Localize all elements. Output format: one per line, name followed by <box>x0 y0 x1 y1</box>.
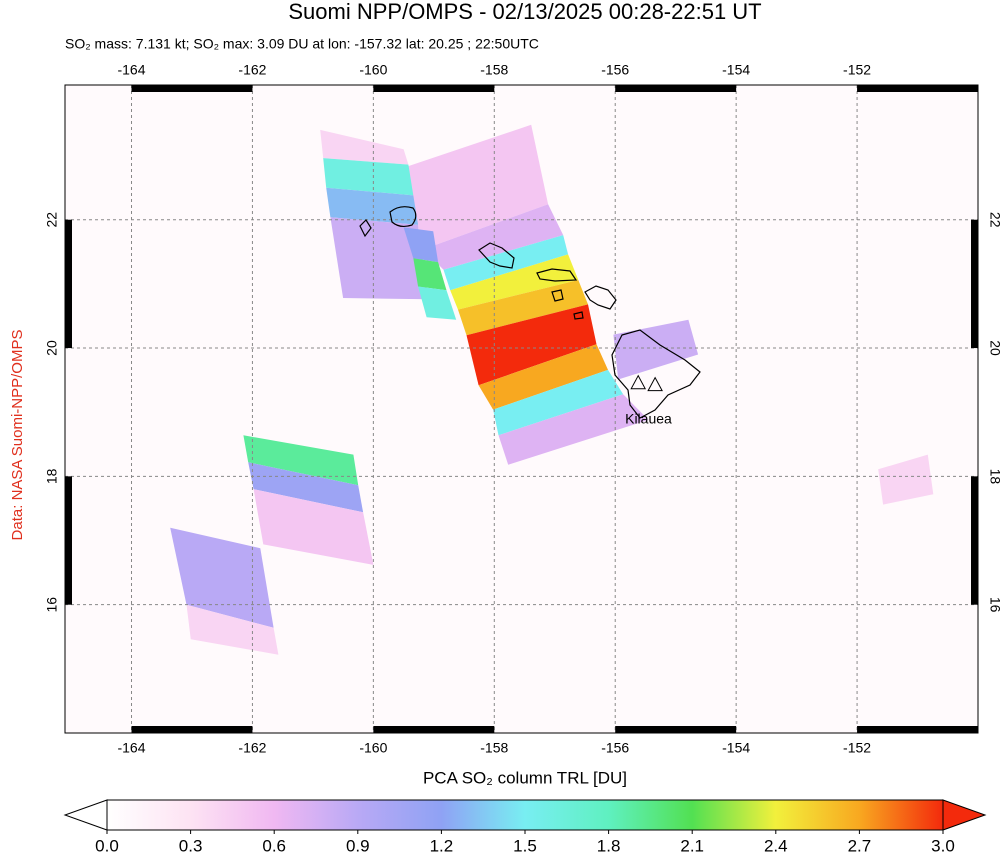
frame-bar <box>131 726 253 733</box>
colorbar-extend <box>63 799 108 831</box>
island <box>478 242 515 269</box>
so2-layer <box>170 124 934 655</box>
colorbar-tick-label: 1.5 <box>513 836 537 855</box>
frame-bar <box>857 85 978 92</box>
colorbar-tick-label: 0.6 <box>262 836 286 855</box>
so2-cell <box>458 280 588 336</box>
so2-cell <box>326 187 419 225</box>
y-tick-label: 16 <box>987 597 1003 613</box>
title: Suomi NPP/OMPS - 02/13/2025 00:28-22:51 … <box>288 0 761 24</box>
y-tick-label: 22 <box>44 212 60 228</box>
y-tick-label: 16 <box>44 597 60 613</box>
so2-cell <box>243 435 359 486</box>
frame-bar <box>615 85 737 92</box>
colorbar-tick-label: 2.7 <box>848 836 872 855</box>
x-tick-label: -152 <box>843 62 871 78</box>
so2-cell <box>170 527 274 628</box>
x-tick-label: -158 <box>480 740 508 756</box>
colorbar-tick-label: 0.3 <box>179 836 203 855</box>
frame-bar <box>971 219 978 349</box>
x-tick-label: -160 <box>359 740 387 756</box>
island <box>359 219 372 238</box>
so2-cell <box>323 158 414 196</box>
y-tick-label: 22 <box>987 212 1003 228</box>
island <box>536 268 578 282</box>
so2-cell <box>405 124 549 250</box>
x-tick-label: -160 <box>359 62 387 78</box>
map-frame <box>64 84 979 734</box>
so2-cell <box>248 462 364 513</box>
island <box>389 206 417 228</box>
colorbar-tick-label: 2.1 <box>680 836 704 855</box>
so2-cell <box>413 258 447 291</box>
so2-cell <box>498 394 649 465</box>
x-tick-label: -164 <box>117 740 145 756</box>
so2-cell <box>478 344 608 410</box>
y-tick-label: 20 <box>987 340 1003 356</box>
volcano-marker <box>630 374 647 390</box>
annotation: Kilauea <box>625 411 672 427</box>
side-note: Data: NASA Suomi-NPP/OMPS <box>9 330 26 541</box>
x-tick-label: -162 <box>238 62 266 78</box>
y-tick-label: 18 <box>44 468 60 484</box>
colorbar-tick-label: 0.0 <box>95 836 119 855</box>
so2-cell <box>613 319 699 380</box>
x-tick-label: -164 <box>117 62 145 78</box>
islands <box>359 206 701 419</box>
frame-bar <box>373 726 495 733</box>
frame-bar <box>857 726 978 733</box>
frame-bar <box>971 476 978 605</box>
frame-bar <box>65 219 72 349</box>
frame-bar <box>65 476 72 605</box>
grid <box>65 85 978 733</box>
so2-cell <box>450 254 579 310</box>
colorbar: 0.0 0.3 0.6 0.9 1.2 1.5 1.8 2.1 2.4 2.7 3.0 <box>63 799 987 855</box>
so2-cell <box>418 286 457 320</box>
so2-cell <box>493 369 624 436</box>
so2-cell <box>443 235 569 291</box>
x-tick-label: -156 <box>601 62 629 78</box>
subtitle: SO₂ mass: 7.131 kt; SO₂ max: 3.09 DU at … <box>65 36 539 52</box>
so2-cell <box>878 454 934 505</box>
colorbar-tick-label: 2.4 <box>764 836 788 855</box>
colorbar-tick-label: 3.0 <box>931 836 955 855</box>
colorbar-label: PCA SO₂ column TRL [DU] <box>423 768 627 787</box>
colorbar-tick-label: 1.8 <box>597 836 621 855</box>
island <box>573 311 584 320</box>
so2-cell <box>330 217 429 300</box>
frame-bar <box>615 726 737 733</box>
y-tick-label: 20 <box>44 340 60 356</box>
y-tick-label: 18 <box>987 469 1003 485</box>
colorbar-ramp <box>106 799 944 831</box>
volcano-marker <box>647 376 663 392</box>
so2-cell <box>403 227 439 263</box>
so2-cell <box>466 304 597 386</box>
frame-bar <box>131 85 253 92</box>
x-tick-label: -154 <box>722 740 750 756</box>
island <box>551 289 564 302</box>
frame-border <box>64 84 979 734</box>
x-tick-label: -154 <box>722 62 750 78</box>
x-tick-label: -156 <box>601 740 629 756</box>
so2-cell <box>253 489 374 565</box>
colorbar-extend <box>942 799 987 831</box>
x-tick-label: -158 <box>480 62 508 78</box>
so2-cell <box>423 204 564 270</box>
colorbar-tick-label: 1.2 <box>430 836 454 855</box>
island <box>611 329 701 419</box>
x-tick-label: -152 <box>843 740 871 756</box>
island <box>584 285 617 310</box>
frame-bar <box>373 85 495 92</box>
map-annotations: Kilauea <box>625 374 672 427</box>
so2-cell <box>320 129 409 165</box>
colorbar-tick-label: 0.9 <box>346 836 370 855</box>
so2-cell <box>186 604 279 655</box>
x-tick-label: -162 <box>238 740 266 756</box>
